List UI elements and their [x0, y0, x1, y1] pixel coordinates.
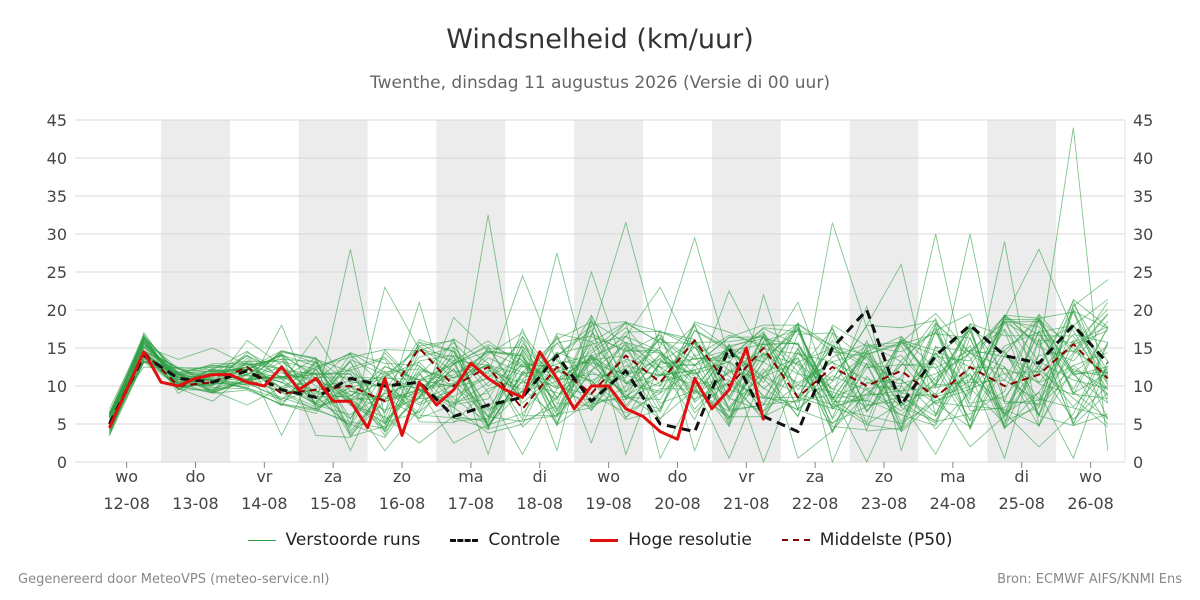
x-tick-day: do — [186, 467, 206, 486]
ensemble-run-line — [109, 299, 1109, 433]
series-line-middelste-p50 — [108, 339, 1109, 429]
ensemble-run-line — [109, 336, 1108, 437]
y-tick-label-left: 35 — [47, 187, 67, 206]
ensemble-run-line — [109, 236, 1109, 456]
y-tick-label-right: 15 — [1133, 339, 1153, 358]
legend-item-hoge-resolutie[interactable]: Hoge resolutie — [590, 530, 752, 550]
x-tick-day: wo — [597, 467, 620, 486]
ensemble-run-line — [109, 322, 1108, 431]
ensemble-run-line — [109, 314, 1109, 434]
x-tick-date: 20-08 — [654, 494, 701, 513]
ensemble-run-line — [109, 298, 1109, 432]
y-tick-label-right: 40 — [1133, 149, 1153, 168]
ensemble-run-line — [109, 222, 1109, 460]
ensemble-run-line — [109, 310, 1108, 445]
x-tick-day: zo — [875, 467, 893, 486]
y-tick-label-left: 20 — [47, 301, 67, 320]
x-tick-date: 24-08 — [930, 494, 977, 513]
series-line-hoge-resolutie — [108, 346, 765, 441]
ensemble-run-line — [109, 320, 1109, 464]
y-tick-label-right: 25 — [1133, 263, 1153, 282]
y-tick-label-right: 5 — [1133, 415, 1143, 434]
x-tick-day: vr — [738, 467, 754, 486]
ensemble-run-line — [109, 274, 1109, 438]
y-tick-label-right: 35 — [1133, 187, 1153, 206]
legend-swatch-dashed-darkred — [781, 539, 810, 541]
ensemble-runs — [109, 127, 1109, 464]
x-tick-day: wo — [115, 467, 138, 486]
ensemble-run-line — [109, 322, 1109, 426]
y-tick-label-left: 25 — [47, 263, 67, 282]
ensemble-run-line — [109, 316, 1109, 459]
x-tick-day: vr — [256, 467, 272, 486]
legend-label: Hoge resolutie — [628, 530, 752, 550]
y-tick-label-right: 30 — [1133, 225, 1153, 244]
y-tick-label-left: 30 — [47, 225, 67, 244]
axes: 0 0 5 5 10 10 15 15 20 20 25 25 30 30 35 35 40 40 45 45 wo 12… — [47, 111, 1154, 513]
weekend-band — [161, 120, 230, 462]
main-series — [108, 308, 1109, 441]
y-tick-label-left: 15 — [47, 339, 67, 358]
y-tick-label-right: 20 — [1133, 301, 1153, 320]
x-tick-day: ma — [940, 467, 965, 486]
legend-swatch-thin-green — [247, 539, 276, 541]
legend-label: Verstoorde runs — [285, 530, 421, 550]
ensemble-run-line — [109, 327, 1108, 430]
legend-swatch-dashed-black — [450, 538, 479, 542]
y-tick-label-right: 10 — [1133, 377, 1153, 396]
chart-title: Windsnelheid (km/uur) — [446, 24, 754, 55]
x-tick-day: di — [532, 467, 547, 486]
x-tick-day: ma — [458, 467, 483, 486]
legend-item-controle[interactable]: Controle — [450, 530, 560, 550]
legend-label: Controle — [488, 530, 561, 550]
footer-source: Bron: ECMWF AIFS/KNMI Ens — [997, 572, 1182, 587]
ensemble-run-line — [109, 315, 1109, 435]
x-tick-day: za — [806, 467, 824, 486]
weekend-band — [849, 120, 919, 462]
x-tick-day: di — [1014, 467, 1029, 486]
y-tick-label-left: 5 — [57, 415, 67, 434]
legend-item-middelste[interactable]: Middelste (P50) — [781, 530, 953, 550]
y-tick-label-left: 45 — [47, 111, 67, 130]
x-tick-date: 14-08 — [241, 494, 288, 513]
x-tick-date: 17-08 — [448, 494, 495, 513]
legend-item-verstoorde-runs[interactable]: Verstoorde runs — [247, 530, 421, 550]
series-line-controle — [108, 308, 1109, 434]
x-tick-date: 15-08 — [310, 494, 357, 513]
x-tick-date: 21-08 — [723, 494, 770, 513]
x-tick-date: 12-08 — [103, 494, 150, 513]
weekend-bands — [161, 120, 1057, 462]
x-tick-day: zo — [393, 467, 411, 486]
legend-swatch-solid-red — [590, 538, 619, 542]
x-tick-date: 18-08 — [517, 494, 564, 513]
ensemble-run-line — [109, 252, 1108, 436]
y-tick-label-left: 40 — [47, 149, 67, 168]
x-tick-date: 22-08 — [792, 494, 839, 513]
x-tick-date: 23-08 — [861, 494, 908, 513]
y-tick-label-right: 0 — [1133, 453, 1143, 472]
legend-label: Middelste (P50) — [819, 530, 953, 550]
x-tick-day: za — [324, 467, 342, 486]
x-tick-day: do — [667, 467, 687, 486]
x-tick-date: 26-08 — [1067, 494, 1114, 513]
y-tick-label-left: 10 — [47, 377, 67, 396]
x-tick-date: 25-08 — [998, 494, 1045, 513]
x-tick-day: wo — [1079, 467, 1102, 486]
ensemble-run-line — [109, 311, 1109, 436]
x-tick-date: 16-08 — [379, 494, 426, 513]
footer-generator: Gegenereerd door MeteoVPS (meteo-service… — [18, 572, 330, 587]
legend: Verstoorde runs Controle Hoge resolutie … — [0, 530, 1200, 550]
x-tick-date: 13-08 — [172, 494, 219, 513]
chart-subtitle: Twenthe, dinsdag 11 augustus 2026 (Versi… — [370, 73, 830, 93]
x-tick-date: 19-08 — [585, 494, 632, 513]
y-tick-label-right: 45 — [1133, 111, 1153, 130]
y-tick-label-left: 0 — [57, 453, 67, 472]
